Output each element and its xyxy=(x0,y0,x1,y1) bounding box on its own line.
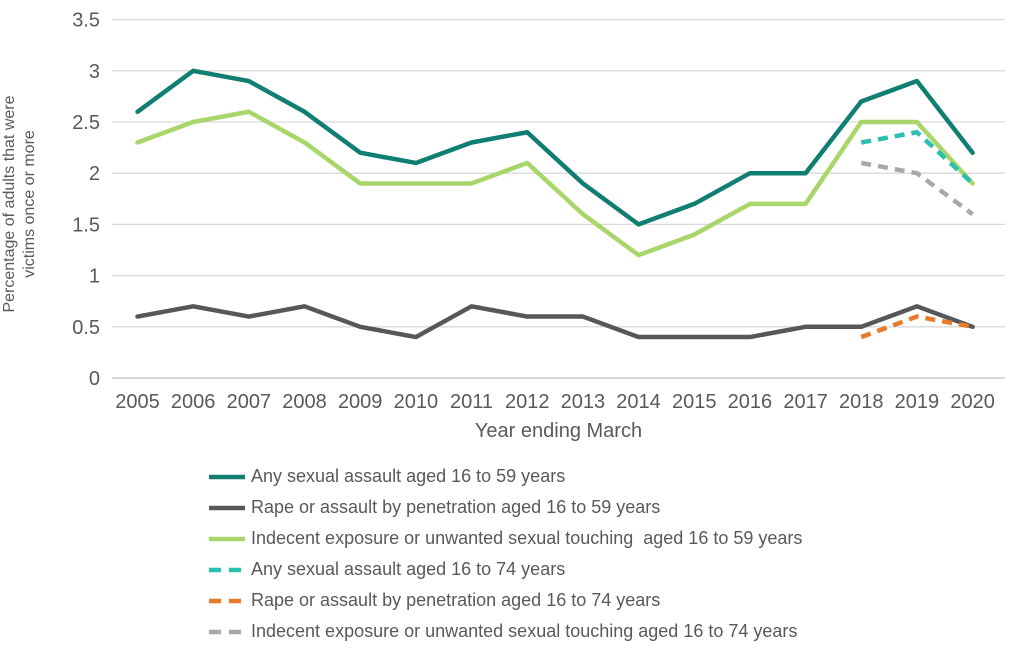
x-tick-label: 2009 xyxy=(338,391,383,413)
x-axis-title: Year ending March xyxy=(474,420,643,442)
y-axis-title-line2: victims once or more xyxy=(21,130,38,278)
legend-item: Indecent exposure or unwanted sexual tou… xyxy=(208,523,802,554)
chart-legend: Any sexual assault aged 16 to 59 years Ra… xyxy=(208,461,802,647)
x-tick-label: 2012 xyxy=(505,391,550,413)
x-tick-label: 2015 xyxy=(672,391,717,413)
y-tick-label: 0.5 xyxy=(72,317,100,339)
y-tick-label: 1 xyxy=(89,266,100,288)
series-line xyxy=(860,314,974,340)
legend-label: Indecent exposure or unwanted sexual tou… xyxy=(251,621,798,641)
x-tick-label: 2020 xyxy=(950,391,995,413)
y-tick-label: 3 xyxy=(89,61,100,83)
chart-plot-area: 0 0.5 1 1.5 2 2.5 3 3.5 2005 2006 2007 2008 2009 2010… xyxy=(72,10,1005,413)
legend-label: Any sexual assault aged 16 to 59 years xyxy=(251,466,566,486)
legend-item: Any sexual assault aged 16 to 59 years xyxy=(208,461,802,492)
legend-label: Rape or assault by penetration aged 16 t… xyxy=(251,590,661,610)
legend-item: Rape or assault by penetration aged 16 t… xyxy=(208,585,802,616)
legend-dashed-line-swatch xyxy=(209,598,245,603)
x-tick-label: 2005 xyxy=(115,391,160,413)
legend-dashed-line-swatch xyxy=(209,567,245,572)
legend-item: Rape or assault by penetration aged 16 t… xyxy=(208,492,802,523)
legend-dashed-line-swatch xyxy=(209,629,245,634)
x-tick-label: 2016 xyxy=(728,391,773,413)
x-tick-label: 2011 xyxy=(450,391,493,413)
y-axis-title: Percentage of adults that were victims o… xyxy=(0,24,44,384)
x-tick-label: 2007 xyxy=(227,391,272,413)
legend-label: Rape or assault by penetration aged 16 t… xyxy=(251,497,661,517)
legend-item: Indecent exposure or unwanted sexual tou… xyxy=(208,616,802,647)
y-tick-label: 3.5 xyxy=(72,10,100,32)
x-axis-tick-labels: 2005 2006 2007 2008 2009 2010 2011 2012 2013 2014… xyxy=(115,391,995,413)
y-tick-label: 2.5 xyxy=(72,112,100,134)
series-line xyxy=(860,129,975,186)
series-line xyxy=(135,109,975,258)
legend-solid-line-swatch xyxy=(209,474,245,479)
series-line xyxy=(135,304,975,340)
series-line xyxy=(860,160,974,216)
x-tick-label: 2014 xyxy=(616,391,661,413)
x-tick-label: 2017 xyxy=(783,391,828,413)
x-tick-label: 2018 xyxy=(839,391,884,413)
x-tick-label: 2013 xyxy=(561,391,606,413)
x-tick-label: 2006 xyxy=(171,391,216,413)
y-axis-tick-labels: 0 0.5 1 1.5 2 2.5 3 3.5 xyxy=(72,10,100,390)
y-tick-label: 1.5 xyxy=(72,214,100,236)
x-tick-label: 2010 xyxy=(394,391,439,413)
y-tick-label: 2 xyxy=(89,163,100,185)
x-tick-label: 2019 xyxy=(895,391,940,413)
legend-solid-line-swatch xyxy=(209,536,245,541)
legend-item: Any sexual assault aged 16 to 74 years xyxy=(208,554,802,585)
legend-label: Indecent exposure or unwanted sexual tou… xyxy=(251,528,803,548)
gridlines xyxy=(112,18,1005,379)
line-chart: 0 0.5 1 1.5 2 2.5 3 3.5 2005 2006 2007 2008 2009 2010… xyxy=(0,10,1005,442)
legend-label: Any sexual assault aged 16 to 74 years xyxy=(251,559,566,579)
legend-solid-line-swatch xyxy=(209,505,245,510)
x-tick-label: 2008 xyxy=(282,391,327,413)
y-axis-title-line1: Percentage of adults that were xyxy=(1,95,18,313)
y-tick-label: 0 xyxy=(89,368,100,390)
series-line xyxy=(135,68,975,227)
